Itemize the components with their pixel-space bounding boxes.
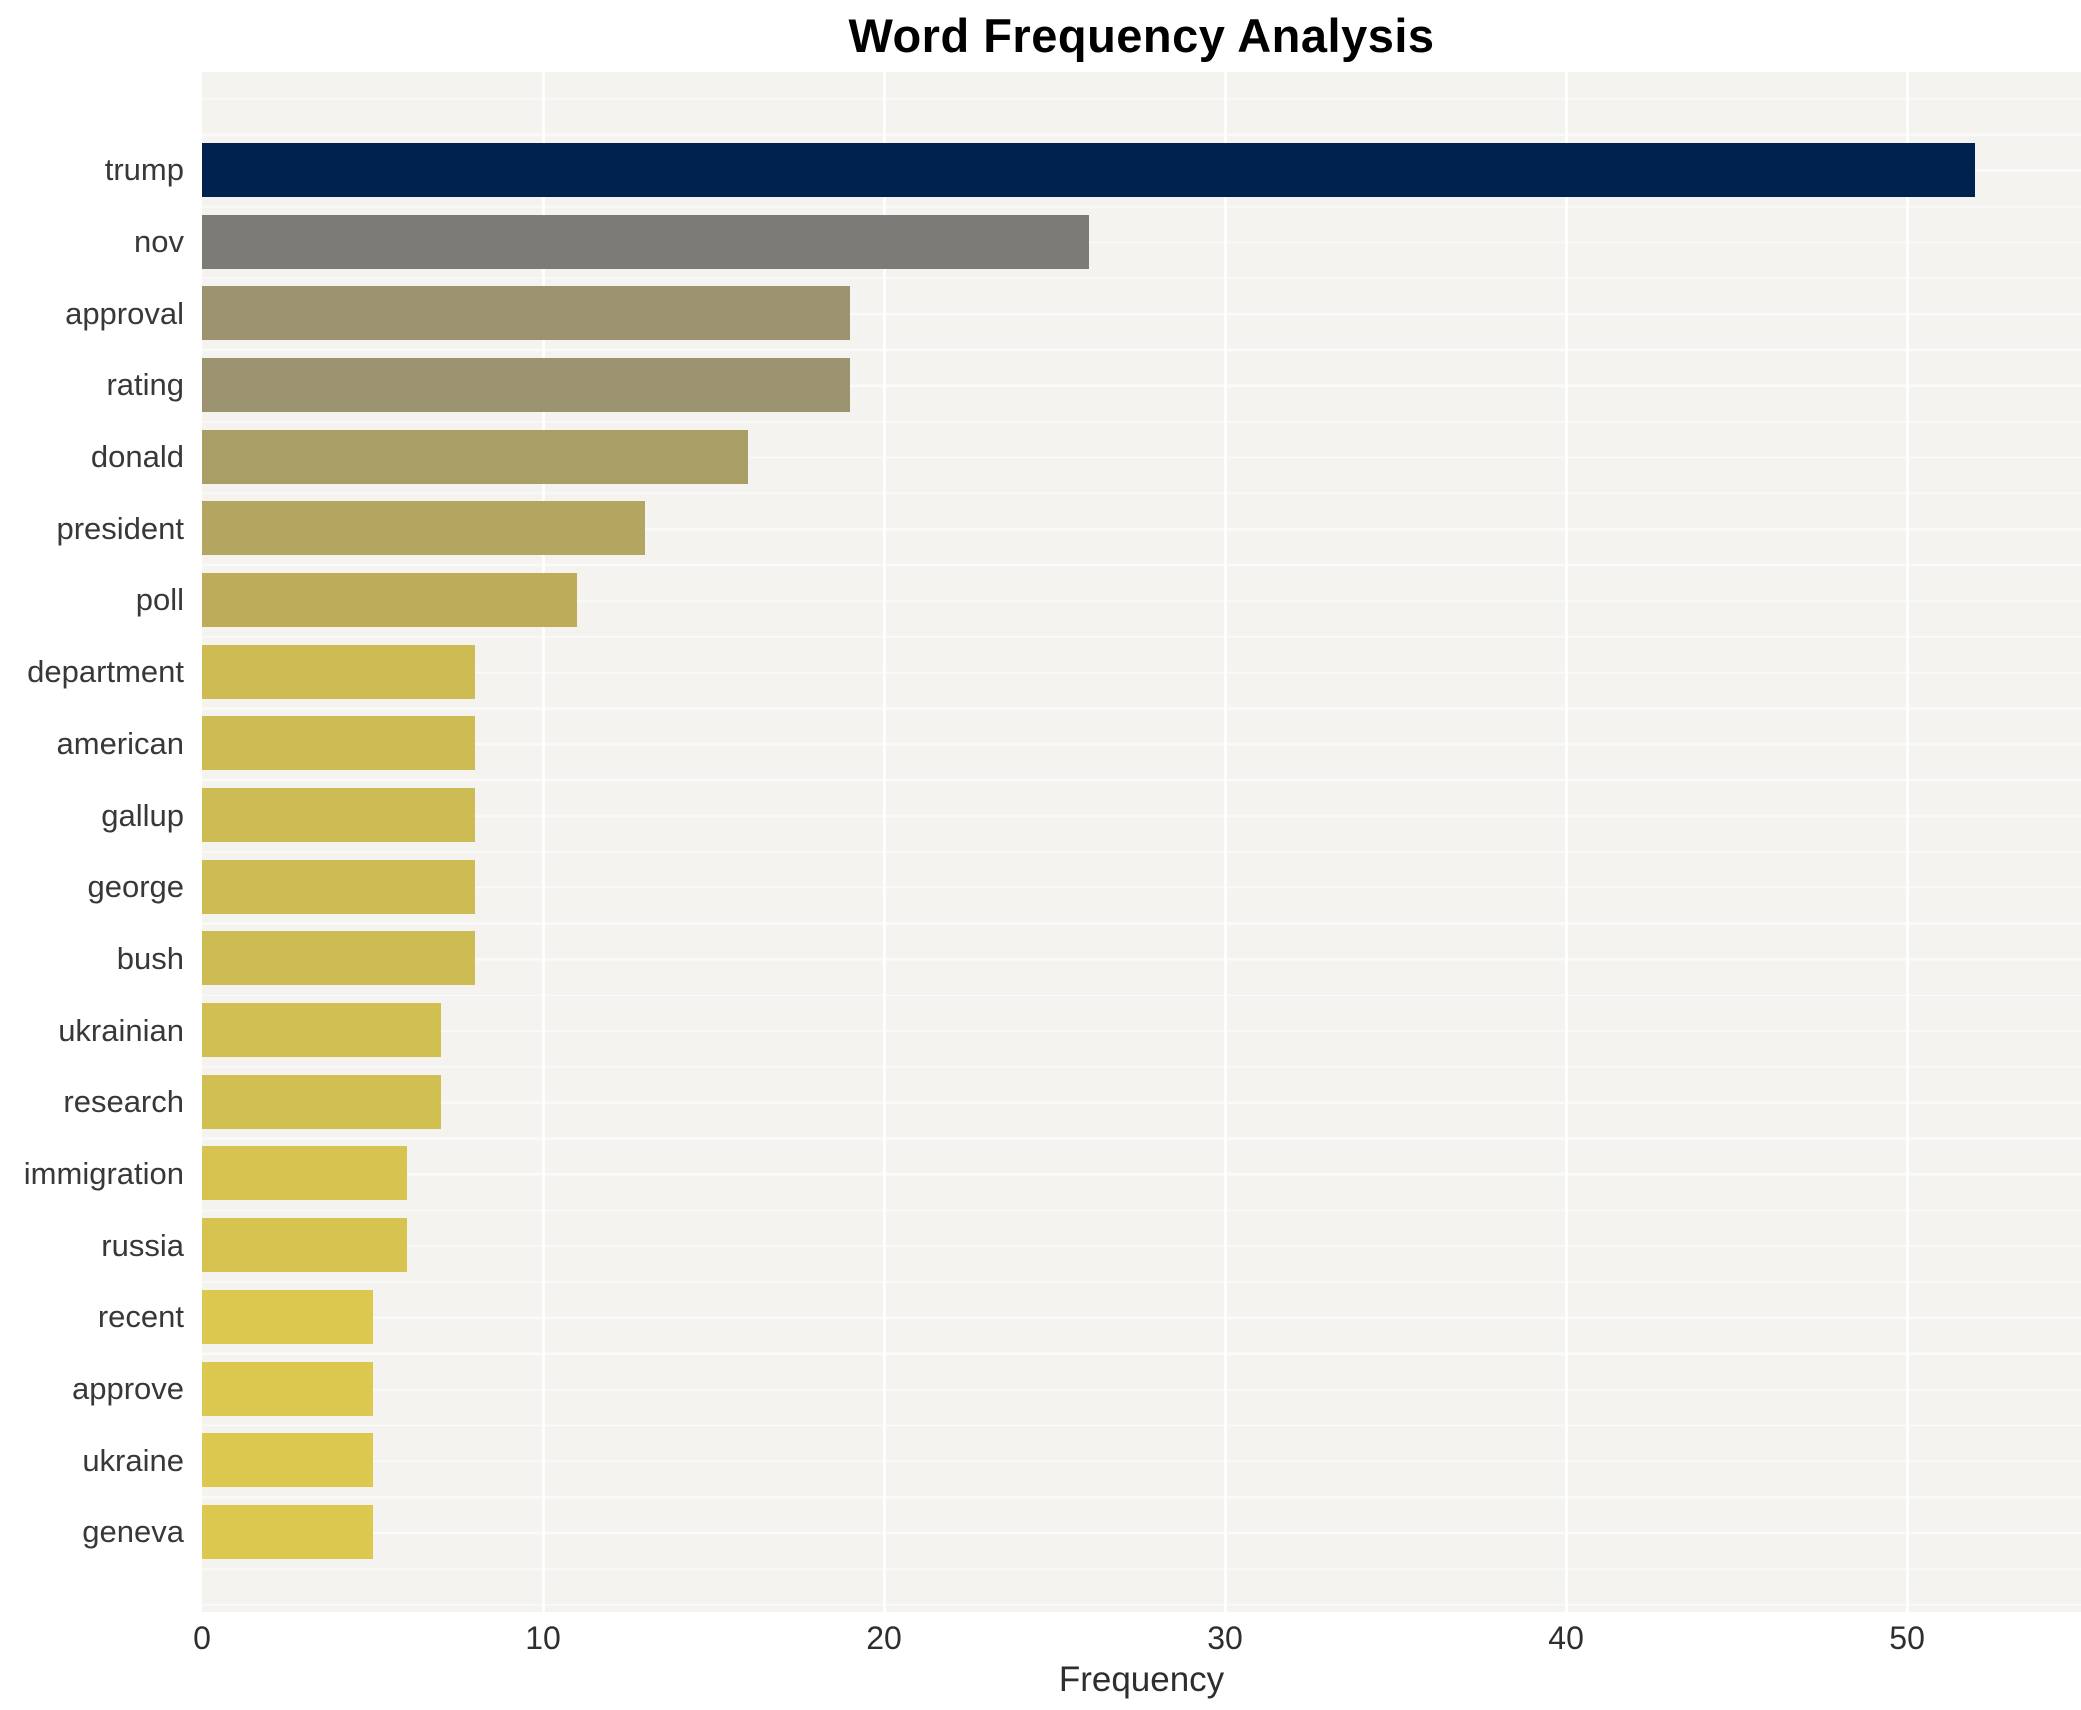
category-label-gallup: gallup bbox=[101, 797, 184, 833]
bar-row-trump: trump bbox=[0, 134, 2081, 206]
chart-title: Word Frequency Analysis bbox=[848, 9, 1435, 62]
bar-bush bbox=[202, 931, 475, 986]
category-label-rating: rating bbox=[106, 367, 184, 403]
category-label-bush: bush bbox=[116, 940, 184, 976]
bar-american bbox=[202, 716, 475, 771]
category-label-recent: recent bbox=[97, 1299, 184, 1335]
category-label-ukrainian: ukrainian bbox=[58, 1012, 184, 1048]
bar-approval bbox=[202, 286, 850, 341]
bar-research bbox=[202, 1074, 441, 1129]
bar-row-donald: donald bbox=[0, 421, 2081, 493]
bar-row-approve: approve bbox=[0, 1353, 2081, 1425]
x-tick-label-50: 50 bbox=[1889, 1620, 1925, 1656]
category-label-donald: donald bbox=[90, 439, 184, 475]
category-label-geneva: geneva bbox=[82, 1514, 184, 1550]
category-label-research: research bbox=[63, 1084, 184, 1120]
bar-row-nov: nov bbox=[0, 206, 2081, 278]
bar-department bbox=[202, 644, 475, 699]
category-label-nov: nov bbox=[134, 224, 184, 260]
bar-rating bbox=[202, 357, 850, 412]
bar-row-ukrainian: ukrainian bbox=[0, 994, 2081, 1066]
category-label-george: george bbox=[87, 869, 184, 905]
bar-rows: trump nov approval rating donald president pol… bbox=[0, 72, 2081, 1612]
bar-row-george: george bbox=[0, 851, 2081, 923]
bar-george bbox=[202, 859, 475, 914]
bar-row-rating: rating bbox=[0, 349, 2081, 421]
bar-row-recent: recent bbox=[0, 1281, 2081, 1353]
category-label-poll: poll bbox=[135, 582, 184, 618]
bar-trump bbox=[202, 142, 1976, 197]
bar-row-research: research bbox=[0, 1066, 2081, 1138]
gridline-x-20 bbox=[882, 72, 886, 1612]
category-label-approve: approve bbox=[71, 1371, 184, 1407]
bar-russia bbox=[202, 1218, 407, 1273]
bar-poll bbox=[202, 572, 578, 627]
category-label-ukraine: ukraine bbox=[82, 1442, 184, 1478]
bar-nov bbox=[202, 214, 1089, 269]
bar-row-ukraine: ukraine bbox=[0, 1424, 2081, 1496]
bar-row-gallup: gallup bbox=[0, 779, 2081, 851]
category-label-russia: russia bbox=[101, 1227, 184, 1263]
bar-row-poll: poll bbox=[0, 564, 2081, 636]
bar-gallup bbox=[202, 788, 475, 843]
bar-row-department: department bbox=[0, 636, 2081, 708]
x-tick-label-0: 0 bbox=[193, 1620, 211, 1656]
x-tick-label-40: 40 bbox=[1548, 1620, 1584, 1656]
bar-geneva bbox=[202, 1504, 373, 1559]
gridline-x-50 bbox=[1905, 72, 1909, 1612]
x-tick-label-10: 10 bbox=[525, 1620, 561, 1656]
bar-president bbox=[202, 501, 646, 556]
bar-row-russia: russia bbox=[0, 1209, 2081, 1281]
bar-ukraine bbox=[202, 1433, 373, 1488]
x-tick-label-30: 30 bbox=[1207, 1620, 1243, 1656]
bar-recent bbox=[202, 1289, 373, 1344]
category-label-immigration: immigration bbox=[23, 1155, 184, 1191]
bar-row-american: american bbox=[0, 708, 2081, 780]
category-label-department: department bbox=[27, 654, 184, 690]
category-label-trump: trump bbox=[104, 152, 184, 188]
gridline-x-40 bbox=[1564, 72, 1568, 1612]
bar-donald bbox=[202, 429, 748, 484]
category-label-approval: approval bbox=[65, 295, 184, 331]
bar-immigration bbox=[202, 1146, 407, 1201]
x-tick-label-20: 20 bbox=[866, 1620, 902, 1656]
category-label-president: president bbox=[56, 510, 184, 546]
bar-row-immigration: immigration bbox=[0, 1138, 2081, 1210]
x-axis-title: Frequency bbox=[1058, 1660, 1225, 1699]
gridline-x-30 bbox=[1223, 72, 1227, 1612]
bar-row-bush: bush bbox=[0, 923, 2081, 995]
gridline-x-10 bbox=[541, 72, 545, 1612]
bar-row-president: president bbox=[0, 492, 2081, 564]
bar-ukrainian bbox=[202, 1003, 441, 1058]
bar-row-geneva: geneva bbox=[0, 1496, 2081, 1568]
category-label-american: american bbox=[56, 725, 185, 761]
bar-row-approval: approval bbox=[0, 277, 2081, 349]
bar-approve bbox=[202, 1361, 373, 1416]
